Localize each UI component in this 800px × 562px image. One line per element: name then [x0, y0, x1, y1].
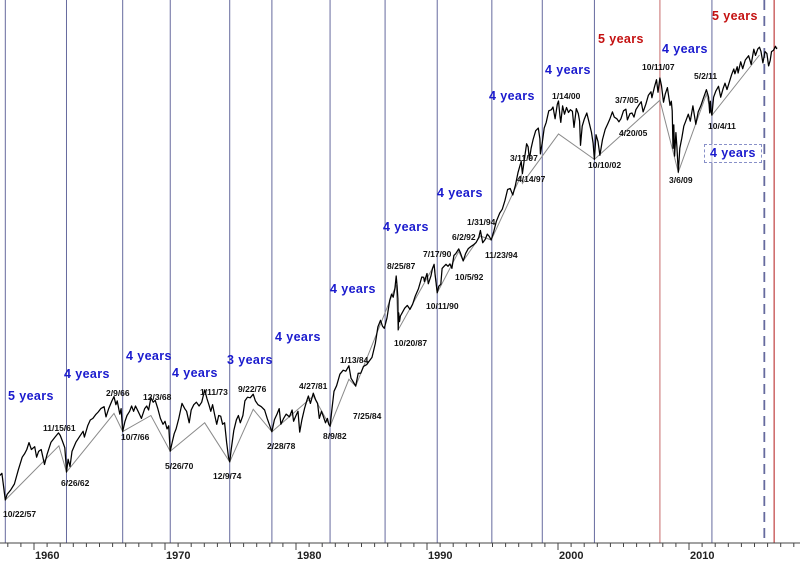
- x-axis-year-label: 1970: [166, 550, 190, 562]
- x-axis-year-label: 1980: [297, 550, 321, 562]
- x-axis-year-label: 1990: [428, 550, 452, 562]
- x-axis-year-label: 1960: [35, 550, 59, 562]
- price-line: [0, 45, 778, 501]
- x-axis-year-label: 2000: [559, 550, 583, 562]
- cycle-zigzag-line: [4, 54, 760, 501]
- x-axis-year-label: 2010: [690, 550, 714, 562]
